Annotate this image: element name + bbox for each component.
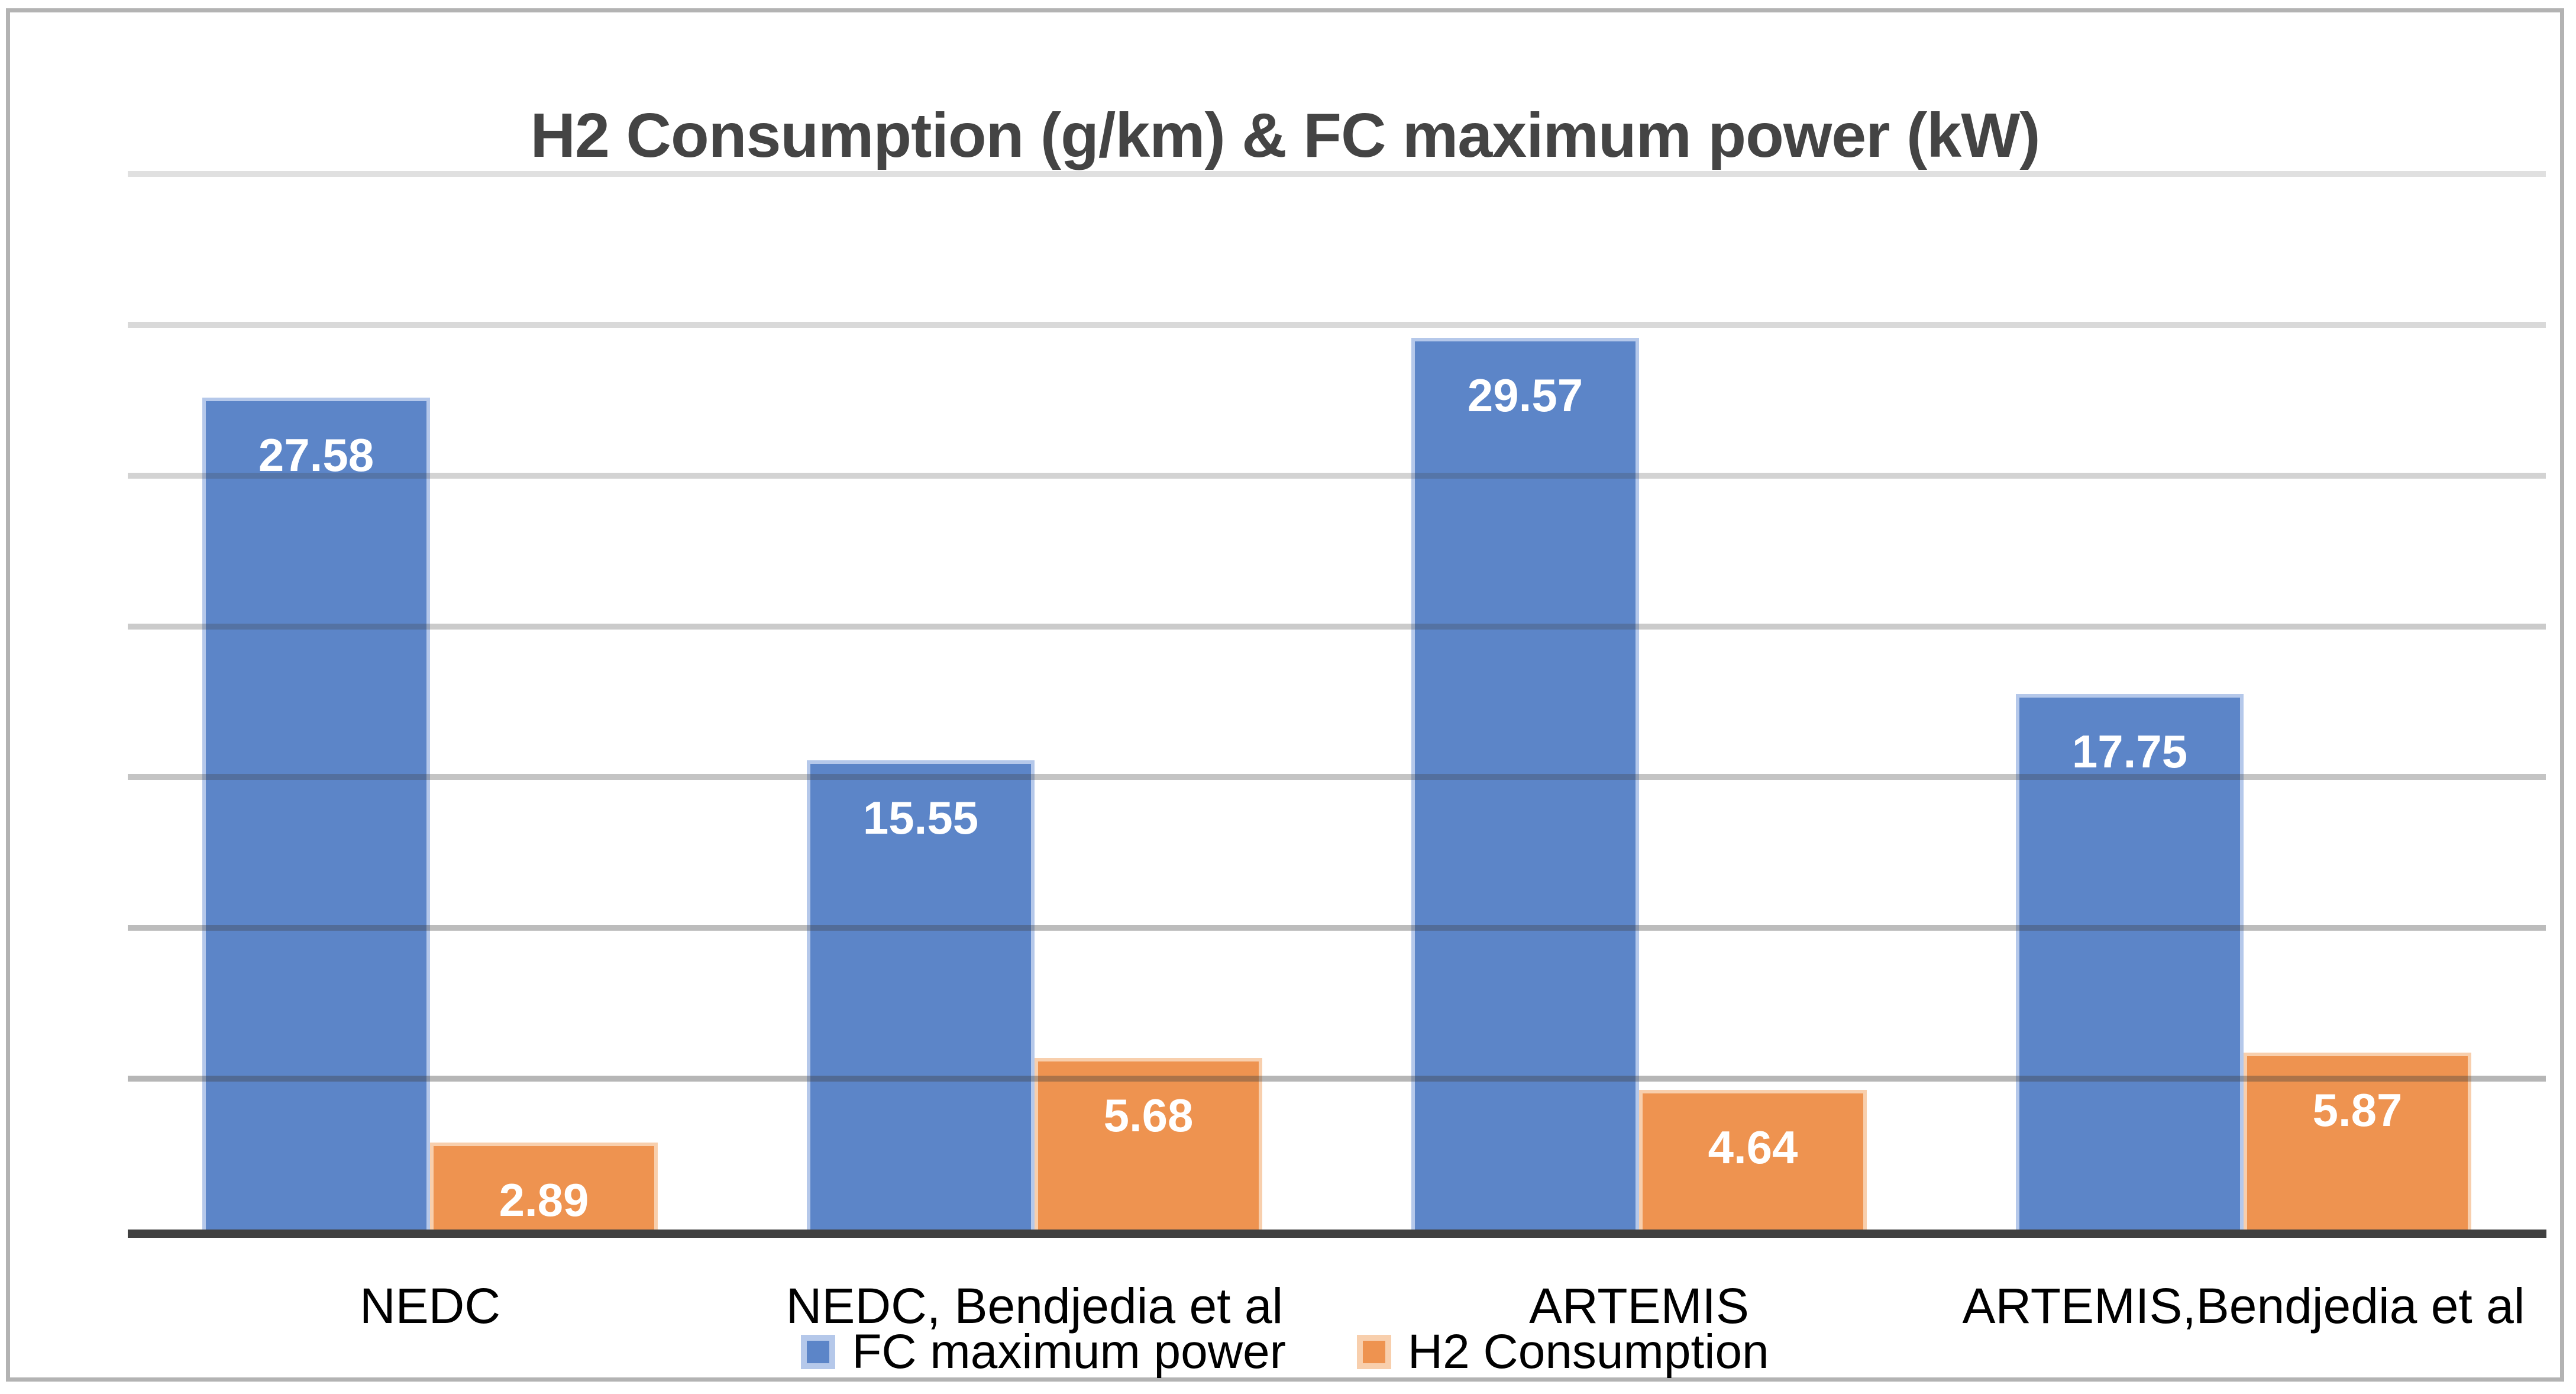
bar-group-nedc-bendjedia-et-al: 15.55 5.68: [732, 174, 1337, 1230]
legend-item-h2-consumption: H2 Consumption: [1356, 1324, 1769, 1380]
category-label-artemis: ARTEMIS: [1529, 1278, 1749, 1334]
bar-group-artemis-bendjedia-et-al: 17.75 5.87: [1941, 174, 2546, 1230]
bars-container: 27.58 2.89 15.55 5.68 29.57 4.64 17.75 5.87: [128, 174, 2546, 1230]
data-label-h2-consumption-nedc-bendjedia-et-al: 5.68: [1103, 1089, 1194, 1142]
category-label-nedc: NEDC: [359, 1278, 500, 1334]
bar-group-artemis: 29.57 4.64: [1337, 174, 1941, 1230]
bar-fc-maximum-power-nedc-bendjedia-et-al: 15.55: [807, 760, 1035, 1230]
legend: FC maximum power H2 Consumption: [10, 1325, 2560, 1379]
legend-swatch-fc-maximum-power: [801, 1335, 836, 1369]
legend-label-h2-consumption: H2 Consumption: [1407, 1325, 1769, 1379]
data-label-fc-maximum-power-nedc-bendjedia-et-al: 15.55: [862, 792, 979, 844]
bar-h2-consumption-artemis: 4.64: [1639, 1089, 1867, 1230]
legend-label-fc-maximum-power: FC maximum power: [852, 1325, 1286, 1379]
bar-fc-maximum-power-artemis: 29.57: [1411, 337, 1639, 1230]
bar-fc-maximum-power-artemis-bendjedia-et-al: 17.75: [2016, 694, 2244, 1230]
category-axis: NEDC NEDC, Bendjedia et al ARTEMIS ARTEMIS,…: [128, 1280, 2546, 1332]
bar-h2-consumption-nedc: 2.89: [430, 1142, 658, 1230]
legend-item-fc-maximum-power: FC maximum power: [801, 1324, 1286, 1380]
data-label-fc-maximum-power-artemis: 29.57: [1467, 369, 1583, 421]
bar-group-nedc: 27.58 2.89: [128, 174, 732, 1230]
plot-area: 27.58 2.89 15.55 5.68 29.57 4.64 17.75 5.87: [128, 171, 2546, 1230]
data-label-fc-maximum-power-artemis-bendjedia-et-al: 17.75: [2071, 725, 2188, 778]
legend-swatch-h2-consumption: [1356, 1335, 1391, 1369]
data-label-fc-maximum-power-nedc: 27.58: [258, 429, 374, 482]
data-label-h2-consumption-artemis: 4.64: [1708, 1121, 1798, 1173]
category-label-nedc-bendjedia-et-al: NEDC, Bendjedia et al: [786, 1278, 1284, 1334]
chart-frame: H2 Consumption (g/km) & FC maximum power…: [6, 8, 2564, 1382]
category-label-artemis-bendjedia-et-al: ARTEMIS,Bendjedia et al: [1962, 1278, 2525, 1334]
bar-h2-consumption-nedc-bendjedia-et-al: 5.68: [1035, 1058, 1262, 1230]
x-axis-line: [128, 1230, 2546, 1238]
chart-title: H2 Consumption (g/km) & FC maximum power…: [530, 101, 2040, 170]
data-label-h2-consumption-nedc: 2.89: [499, 1173, 589, 1226]
data-label-h2-consumption-artemis-bendjedia-et-al: 5.87: [2312, 1083, 2403, 1136]
bar-fc-maximum-power-nedc: 27.58: [202, 398, 430, 1230]
bar-h2-consumption-artemis-bendjedia-et-al: 5.87: [2244, 1052, 2471, 1230]
